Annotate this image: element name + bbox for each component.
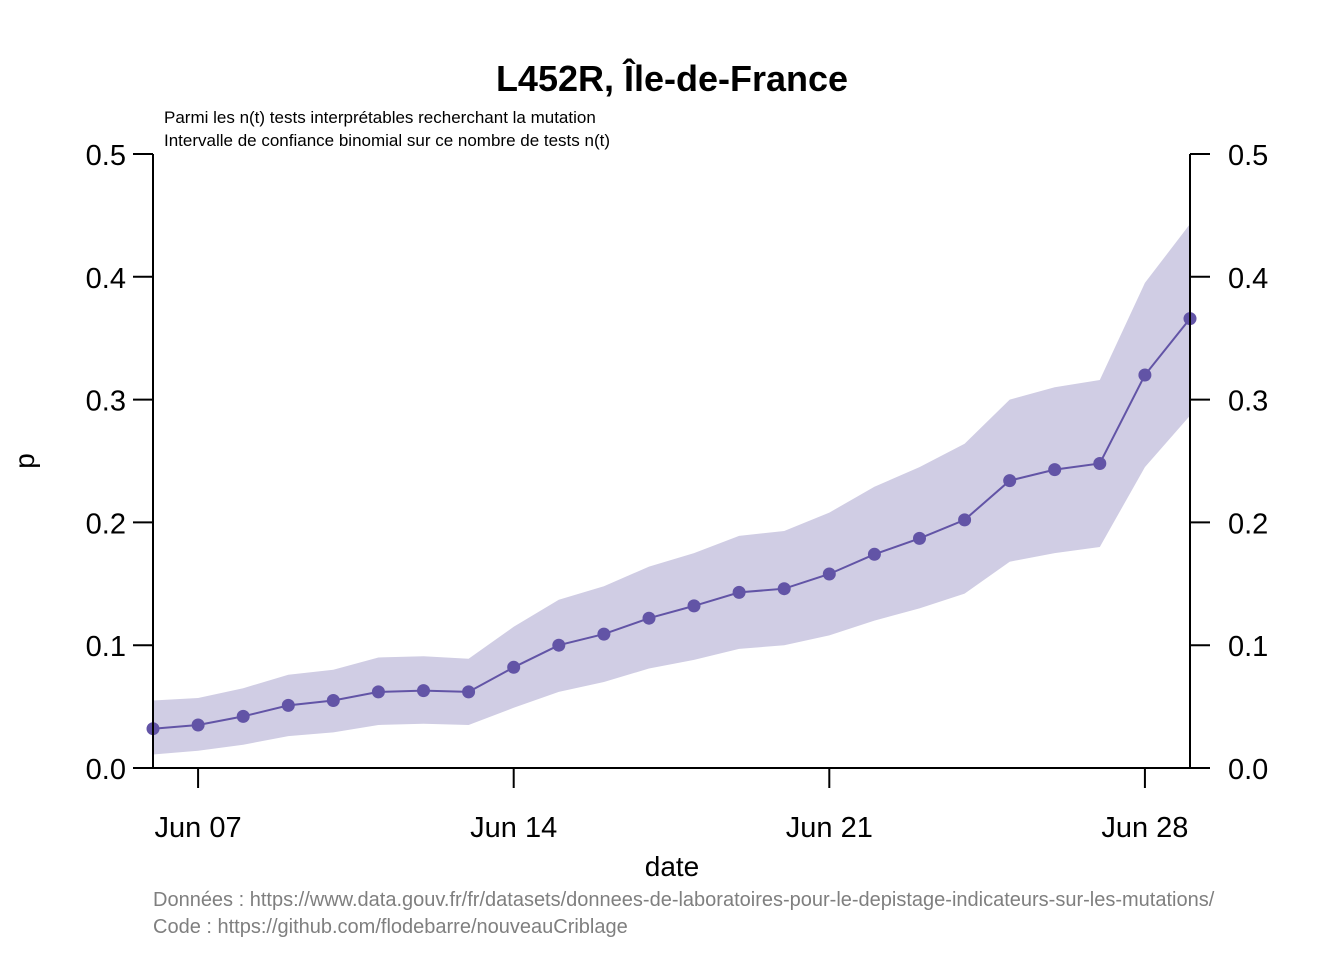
y-tick-label-right: 0.4 [1228,263,1268,295]
caption-data-source: Données : https://www.data.gouv.fr/fr/da… [153,889,1215,911]
data-point [1138,368,1152,382]
chart-title: L452R, Île-de-France [496,57,848,99]
x-axis-label: date [645,851,700,882]
data-point [1048,463,1062,477]
data-point [236,709,250,723]
data-point [687,599,701,613]
data-point [191,718,205,732]
caption-code-source: Code : https://github.com/flodebarre/nou… [153,916,628,938]
y-tick-label-right: 0.2 [1228,508,1268,540]
series-line [152,317,1191,730]
data-point [417,684,430,698]
data-point [326,694,340,707]
chart-subtitle-2: Intervalle de confiance binomial sur ce … [164,131,610,150]
y-tick-label-left: 0.1 [86,631,126,663]
y-axis-label: p [9,453,40,469]
x-tick-label: Jun 21 [786,812,873,844]
axes-layer: 0.0 0.0 0.1 0.1 0.2 0.2 0.3 0.3 0.4 0.4 0.5 0.5 Jun … [86,140,1269,844]
y-tick-label-right: 0.5 [1228,140,1268,172]
data-point [1093,457,1107,470]
data-point [958,513,972,527]
x-tick-label: Jun 07 [155,812,242,844]
chart-subtitle-1: Parmi les n(t) tests interprétables rech… [164,108,596,127]
series-line-layer [146,312,1197,736]
x-tick-label: Jun 14 [470,812,557,844]
y-tick-label-left: 0.4 [86,263,126,295]
data-point [867,547,881,561]
data-point [597,627,611,641]
data-point [913,531,926,545]
data-point [732,585,746,599]
x-tick-label: Jun 28 [1101,812,1188,844]
y-tick-label-left: 0.0 [86,754,126,786]
data-point [822,567,836,581]
y-tick-label-left: 0.5 [86,140,126,172]
y-tick-label-left: 0.2 [86,508,126,540]
y-tick-label-right: 0.3 [1228,386,1268,418]
confidence-band [153,224,1190,755]
data-point [281,698,295,712]
y-tick-label-left: 0.3 [86,386,126,418]
y-tick-label-right: 0.1 [1228,631,1268,663]
data-point [507,660,521,674]
data-point [777,582,791,596]
data-point [371,685,385,699]
data-point [642,611,656,625]
confidence-band-layer [153,224,1190,755]
data-point [462,685,476,699]
data-point [552,638,566,652]
data-point [1003,474,1017,488]
y-tick-label-right: 0.0 [1228,754,1268,786]
